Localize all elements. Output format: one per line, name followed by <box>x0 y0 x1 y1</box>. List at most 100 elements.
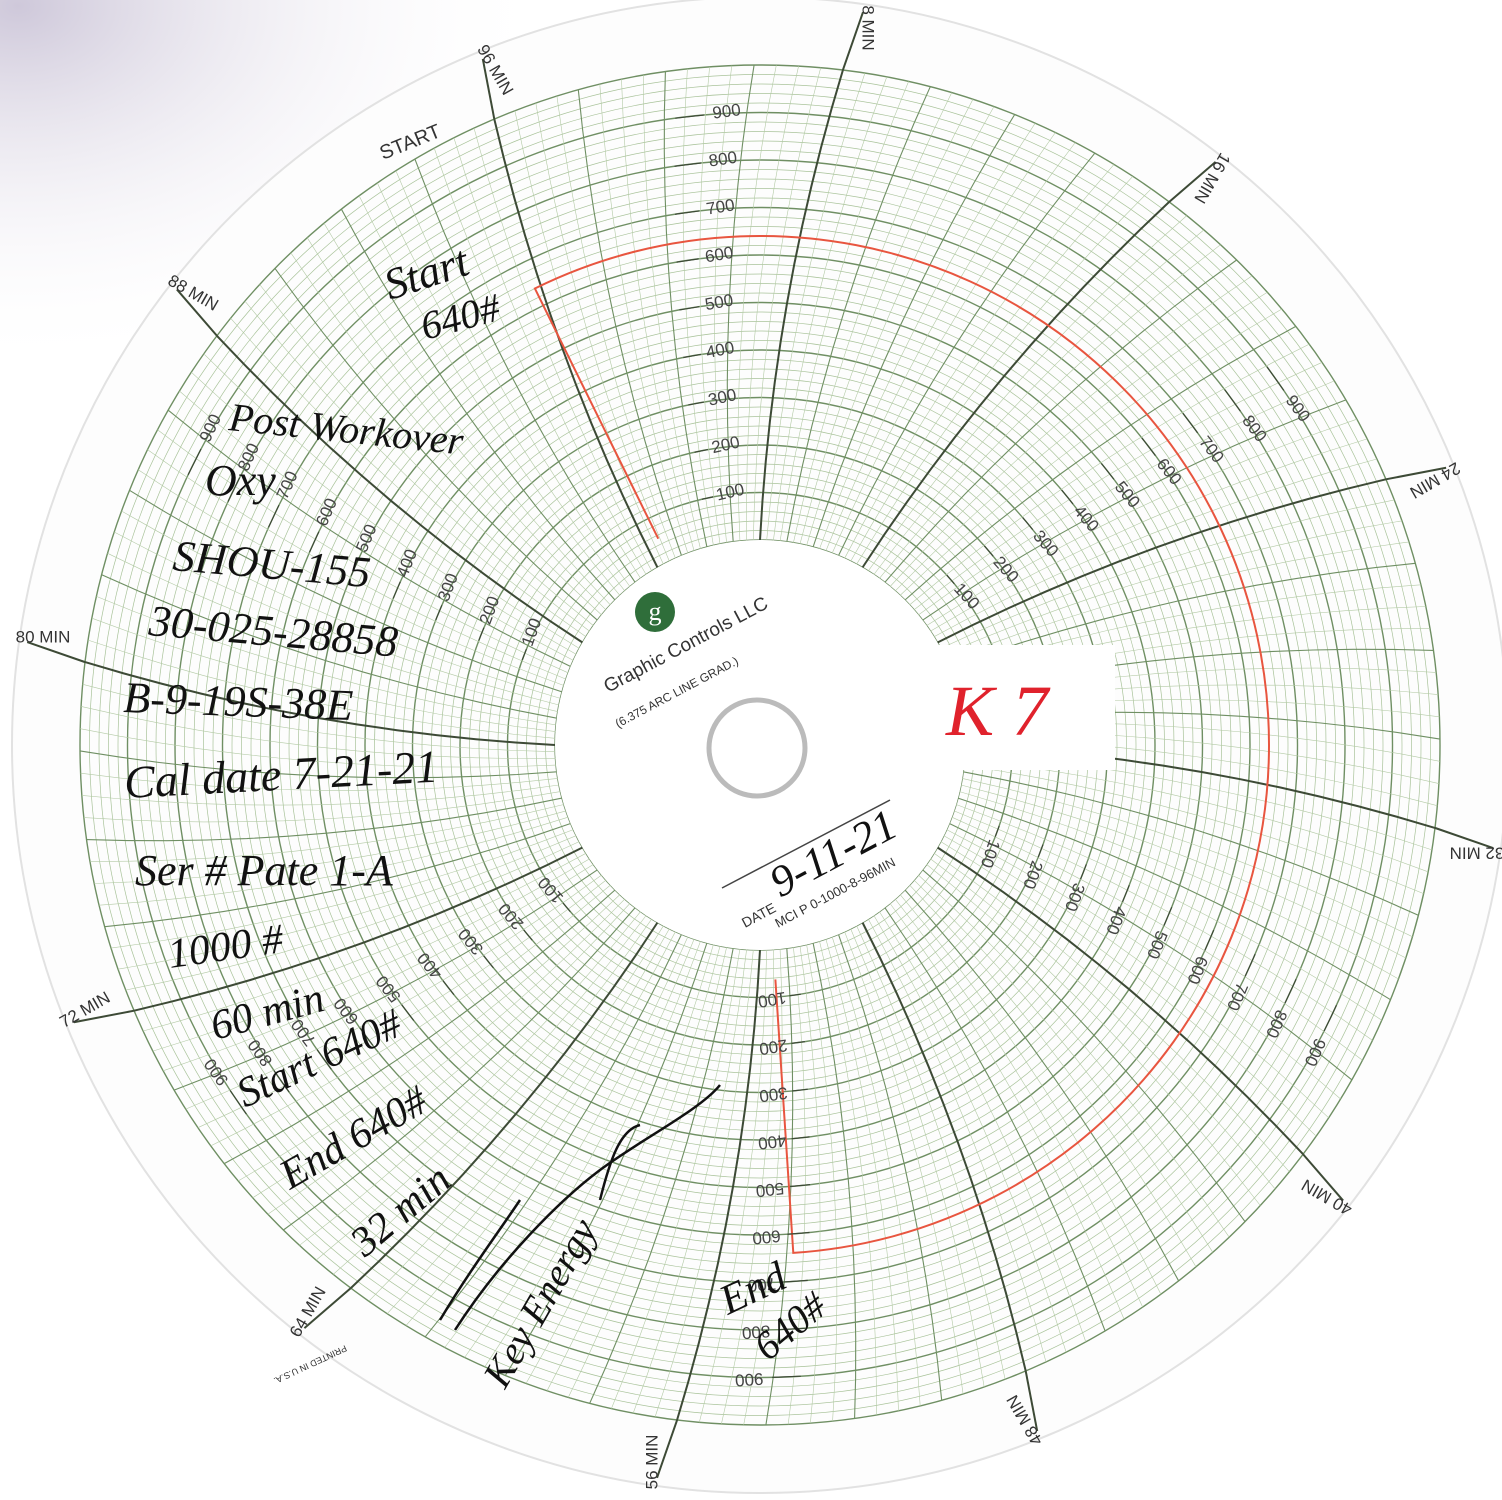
pressure-tick <box>772 1375 801 1378</box>
time-line <box>879 911 1087 1342</box>
time-line <box>504 942 708 1376</box>
time-line <box>894 898 1143 1308</box>
time-line <box>904 889 1180 1282</box>
time-line <box>114 531 559 706</box>
pressure-ring <box>98 83 1422 1407</box>
pressure-tick <box>688 401 704 406</box>
pressure-tick <box>1163 906 1173 926</box>
time-tick <box>176 288 218 337</box>
pressure-tick <box>316 1049 332 1070</box>
time-line <box>933 853 1290 1172</box>
time-line <box>167 409 571 667</box>
pressure-tick <box>683 353 702 359</box>
pressure-tick <box>268 504 280 528</box>
pressure-ring <box>203 188 1317 1302</box>
pressure-tick <box>442 980 455 996</box>
time-line <box>514 110 664 565</box>
time-line <box>129 489 563 693</box>
time-line <box>110 829 574 949</box>
time-line <box>444 936 689 1348</box>
time-line <box>844 164 1115 559</box>
time-tick <box>841 11 864 71</box>
time-line <box>793 92 952 543</box>
time-line <box>80 728 557 768</box>
time-line <box>185 874 602 1110</box>
time-line <box>879 244 1221 579</box>
time-line <box>163 864 594 1072</box>
pressure-tick <box>1037 844 1044 858</box>
time-line <box>904 325 1297 601</box>
time-line <box>464 938 695 1358</box>
time-line <box>779 81 909 542</box>
time-tick <box>1024 1370 1039 1432</box>
time-line <box>535 102 670 562</box>
time-line <box>80 772 558 791</box>
time-line <box>191 371 577 655</box>
time-line <box>838 152 1096 556</box>
time-line <box>333 918 652 1275</box>
pressure-ring <box>374 359 1146 1131</box>
label-box <box>880 645 1115 770</box>
time-line <box>252 898 626 1199</box>
time-line <box>244 300 590 632</box>
time-tick <box>73 1009 135 1024</box>
time-line <box>117 835 577 970</box>
pressure-label: 800 <box>741 1321 771 1342</box>
time-line <box>825 939 899 1411</box>
pressure-ring <box>279 264 1241 1226</box>
time-line <box>433 148 641 579</box>
time-line <box>611 948 741 1409</box>
pressure-tick <box>273 1070 290 1093</box>
time-line <box>786 86 931 542</box>
pressure-tick <box>778 1327 805 1331</box>
time-line <box>589 948 734 1404</box>
time-line <box>290 252 602 616</box>
time-line <box>210 884 611 1147</box>
pressure-ring <box>241 226 1279 1264</box>
time-line <box>812 114 1016 548</box>
time-line <box>946 541 1410 661</box>
pressure-ring <box>155 140 1365 1350</box>
time-line <box>726 64 755 542</box>
minute-label: 56 MIN <box>642 1435 661 1490</box>
time-line <box>956 804 1382 1021</box>
pressure-tick <box>401 1004 415 1021</box>
time-line <box>850 176 1134 562</box>
pressure-ring <box>108 93 1412 1397</box>
time-line <box>873 229 1205 575</box>
pressure-label: 700 <box>705 195 736 218</box>
time-tick <box>1302 1153 1344 1202</box>
time-line <box>746 66 799 541</box>
time-line <box>101 574 557 719</box>
time-line <box>473 128 652 572</box>
pressure-ring <box>364 349 1156 1141</box>
pressure-tick <box>676 258 699 263</box>
time-line <box>104 822 571 928</box>
time-line <box>844 931 964 1395</box>
time-line <box>799 946 821 1424</box>
pressure-tick <box>359 1027 374 1046</box>
pressure-ring <box>307 292 1213 1198</box>
time-line <box>283 907 636 1231</box>
time-line <box>79 750 557 779</box>
time-line <box>99 816 569 906</box>
time-line <box>714 65 733 543</box>
grid <box>79 64 1441 1426</box>
time-line <box>107 553 558 712</box>
time-line <box>274 268 598 621</box>
pressure-tick <box>783 1279 808 1283</box>
pressure-ring <box>355 340 1165 1150</box>
pressure-label: 300 <box>758 1083 789 1106</box>
time-line <box>806 944 838 1422</box>
time-line <box>699 949 767 1423</box>
pressure-ring <box>126 111 1394 1379</box>
time-line <box>493 118 659 568</box>
time-line <box>340 208 616 601</box>
pressure-tick <box>791 1041 805 1044</box>
minute-label: 8 MIN <box>859 5 878 50</box>
time-line <box>230 318 587 637</box>
time-line <box>654 949 754 1417</box>
time-line <box>453 137 647 575</box>
pressure-tick <box>1080 864 1087 880</box>
